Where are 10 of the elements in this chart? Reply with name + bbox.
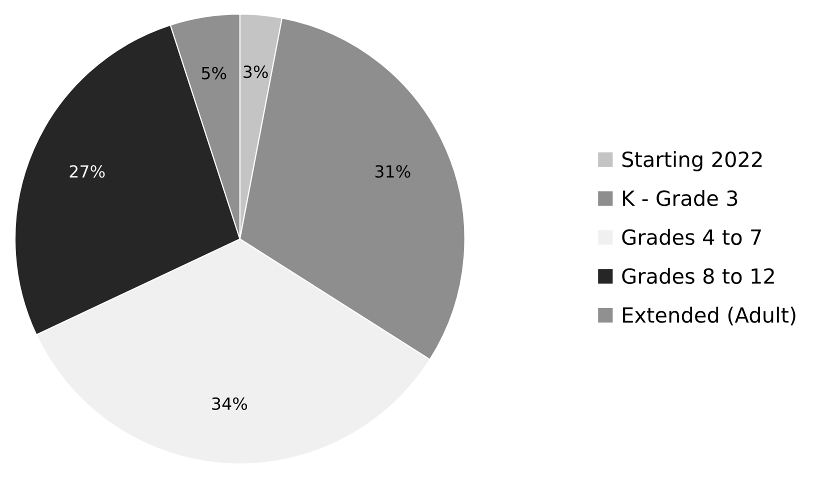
legend-label: Starting 2022: [622, 151, 762, 172]
legend-label: K - Grade 3: [623, 190, 738, 206]
data-label: 27%: [70, 165, 105, 178]
legend-label: Extended (Adult): [623, 306, 796, 326]
legend-label: Grades 8 to 12: [622, 268, 774, 284]
data-label: 5%: [202, 66, 226, 80]
data-label: 3%: [244, 66, 268, 78]
data-label: 34%: [212, 397, 248, 410]
legend-label: Grades 4 to 7: [622, 228, 761, 246]
data-label: 31%: [375, 165, 410, 178]
